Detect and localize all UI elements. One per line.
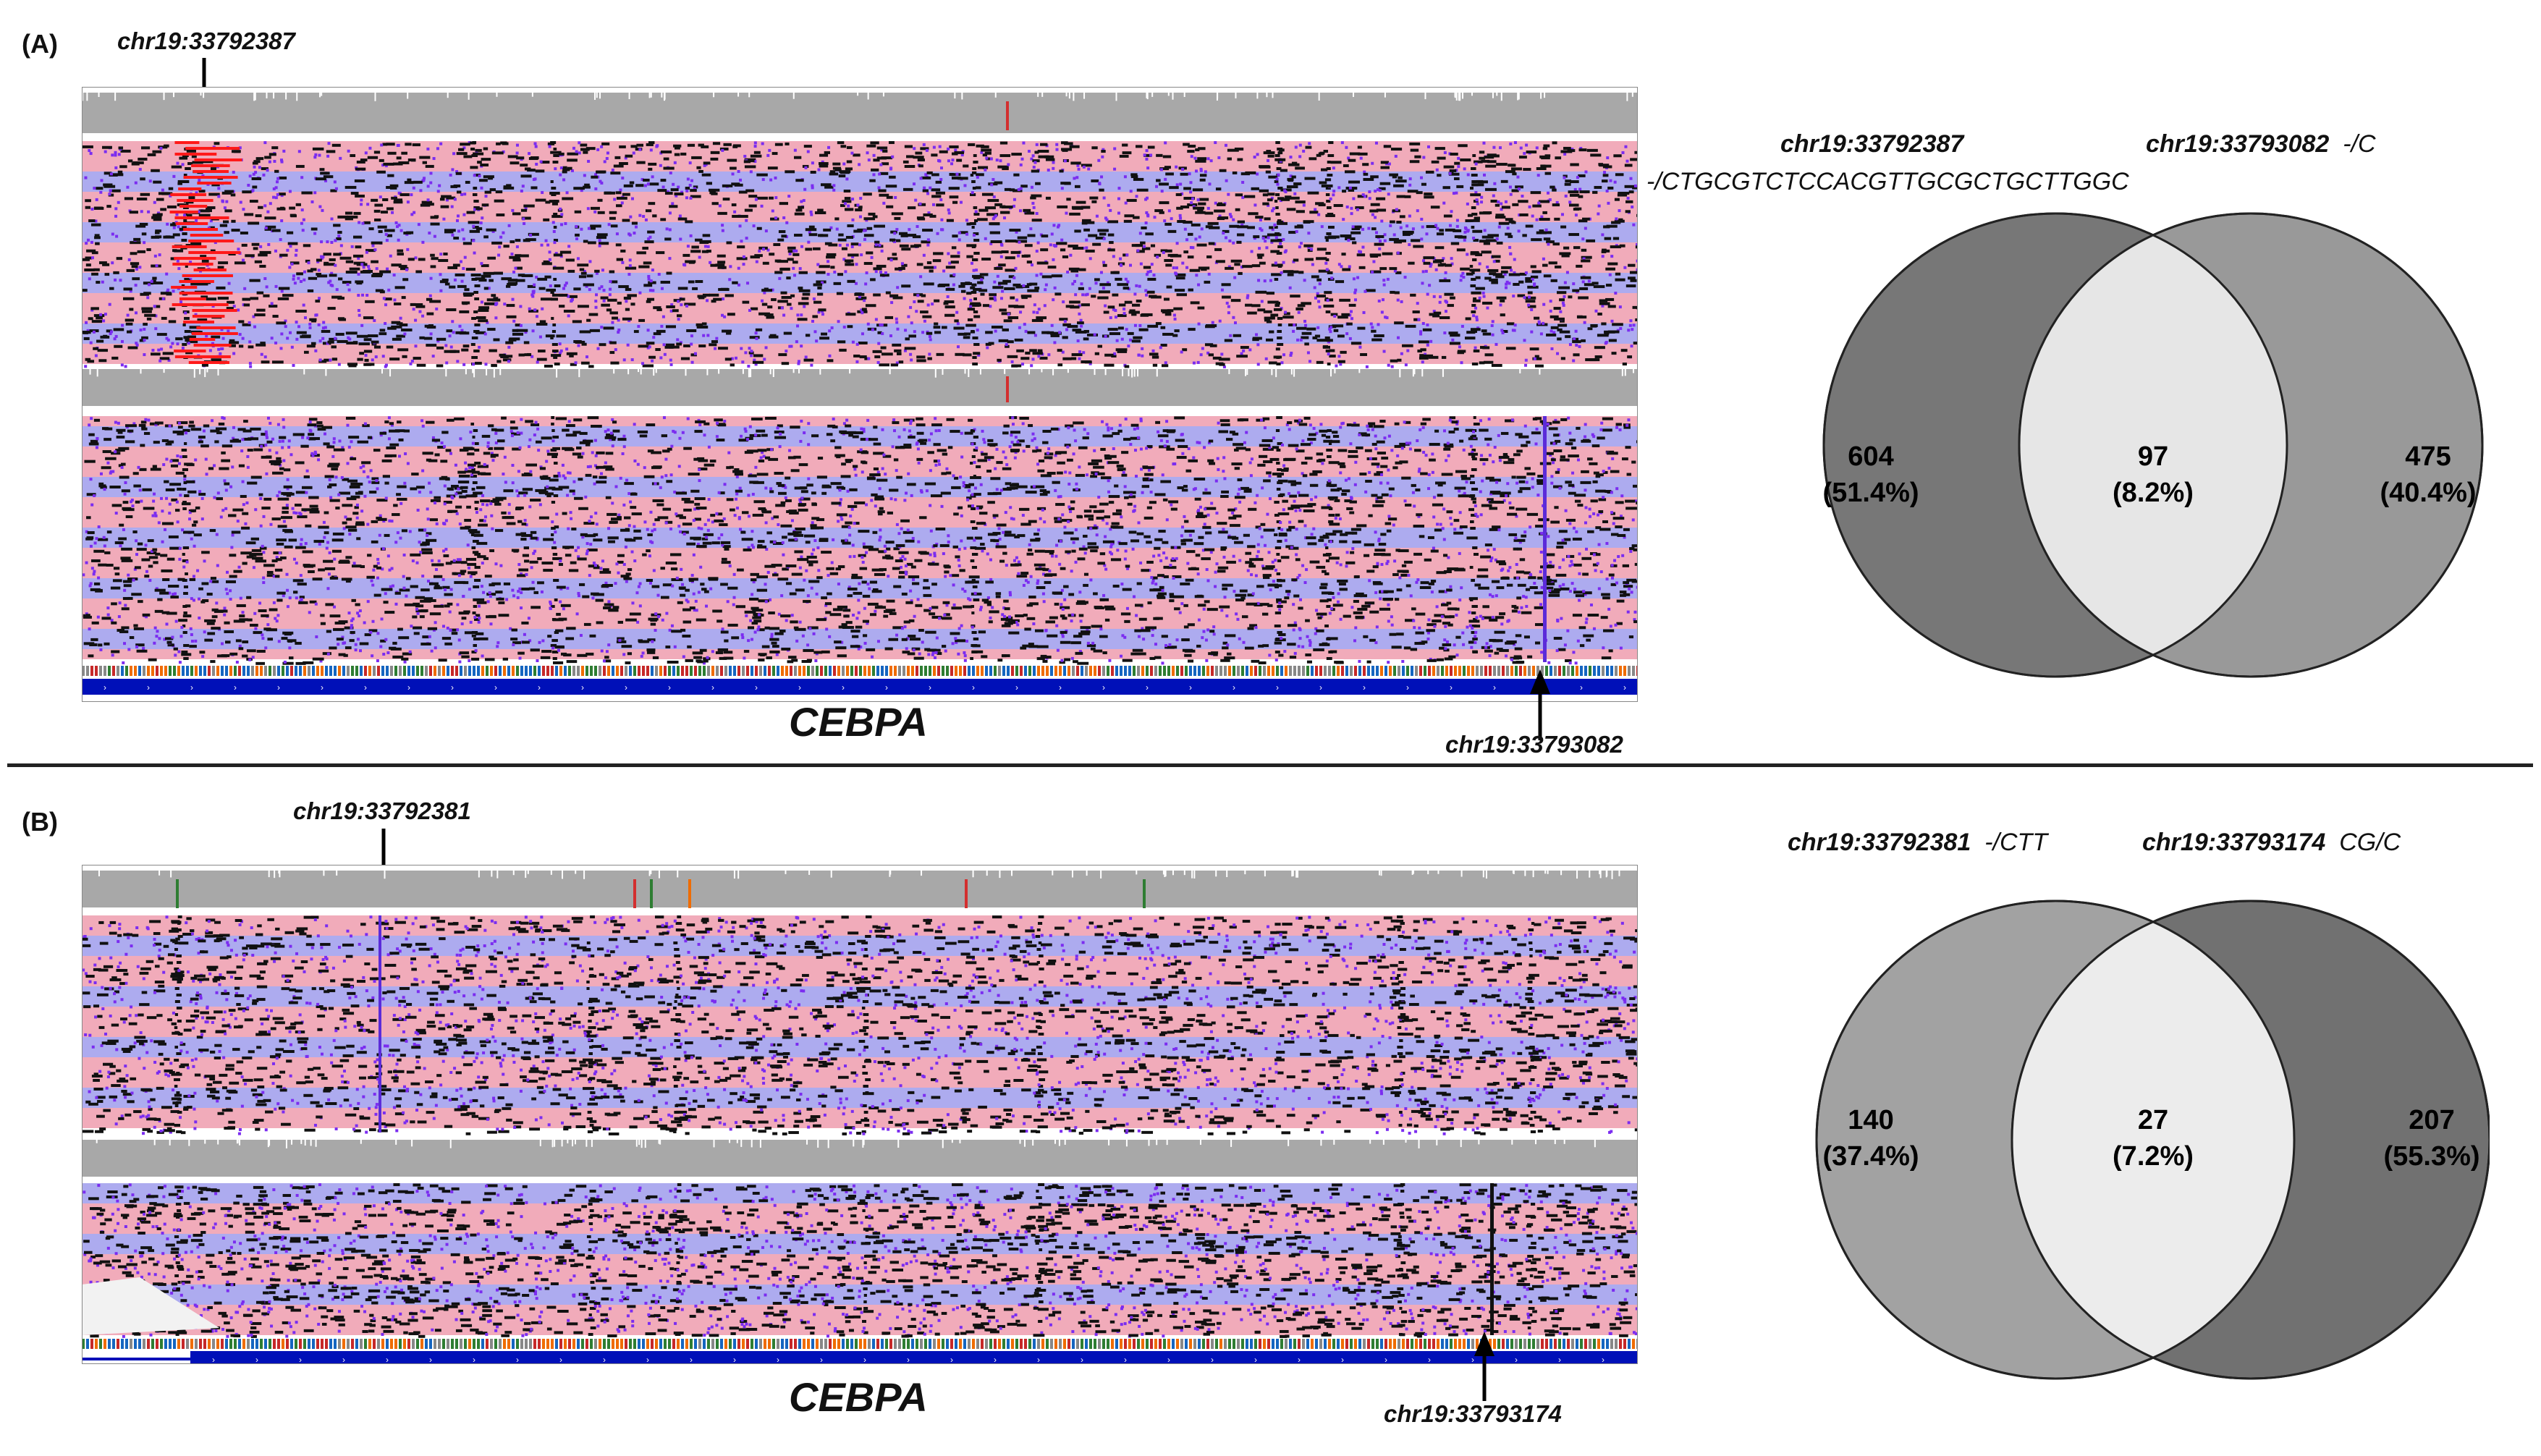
panel-b-venn-left-header: chr19:33792381 -/CTT: [1788, 829, 2047, 857]
panel-a-venn-diagram: 604 (51.4%) 97 (8.2%) 475 (40.4%): [1822, 212, 2484, 678]
panel-b-bottom-arrow: [1474, 1332, 1494, 1401]
panel-a-alignment-track: ››››››››››››››››››››››››››››››››››››: [81, 86, 1648, 703]
panel-b-gene-label: CEBPA: [789, 1374, 928, 1420]
panel-a-venn-overlap: [2019, 213, 2287, 677]
panel-b-label: (B): [22, 807, 58, 837]
panel-a-igv-view: ››››››››››››››››››››››››››››››››››››: [81, 86, 1648, 703]
panel-b-venn-overlap-percent: (7.2%): [2113, 1141, 2194, 1172]
panel-a-venn-overlap-count: 97: [2138, 441, 2168, 472]
panel-a-venn-left-percent: (51.4%): [1822, 478, 1919, 508]
panel-a-top-marker-label: chr19:33792387: [117, 27, 295, 54]
panel-a-venn-left-mutation-row: -/CTGCGTCTCCACGTTGCGCTGCTTGGC: [1646, 168, 2129, 196]
panel-b-venn-right-header: chr19:33793174 CG/C: [2142, 829, 2401, 857]
panel-a-venn-left-header: chr19:33792387: [1780, 130, 1963, 158]
panel-a-label: (A): [22, 29, 58, 59]
panel-b-venn-right-count: 207: [2409, 1105, 2454, 1135]
panel-a-venn-right-percent: (40.4%): [2380, 478, 2476, 508]
panel-a-bottom-marker-label: chr19:33793082: [1445, 731, 1623, 758]
panel-b-venn-left-mutation: -/CTT: [1984, 829, 2048, 856]
panel-b-venn-overlap-count: 27: [2138, 1105, 2168, 1135]
panel-b-venn-right-percent: (55.3%): [2383, 1141, 2479, 1172]
panel-b-alignment-track: › › › › › › › › › › › › › › › › › › › › › › › › › › › › › › › › ›: [81, 864, 1646, 1367]
panel-a-venn-right-locus: chr19:33793082: [2146, 130, 2330, 158]
panel-b-venn-overlap: [2012, 901, 2294, 1379]
panel-a-venn-left-count: 604: [1848, 441, 1893, 472]
panel-a-venn-overlap-percent: (8.2%): [2113, 478, 2194, 508]
panel-a-gene-label: CEBPA: [789, 699, 928, 745]
panel-a-venn-right-header: chr19:33793082 -/C: [2146, 130, 2376, 158]
panel-b-top-marker-label: chr19:33792381: [293, 797, 471, 824]
panel-a-venn-left-locus: chr19:33792387: [1780, 130, 1964, 158]
panel-b-venn-right-locus: chr19:33793174: [2142, 829, 2326, 856]
panel-b-venn-left-count: 140: [1848, 1105, 1893, 1135]
panel-a-venn-right-count: 475: [2405, 441, 2451, 472]
panel-divider: [7, 763, 2533, 767]
panel-b-venn-diagram: 140 (37.4%) 27 (7.2%) 207 (55.3%): [1815, 900, 2490, 1380]
panel-b-venn-left-percent: (37.4%): [1822, 1141, 1919, 1172]
panel-a-venn-left-mutation: -/CTGCGTCTCCACGTTGCGCTGCTTGGC: [1646, 168, 2129, 195]
panel-a-bottom-arrow: [1530, 669, 1550, 740]
panel-a-venn-right-mutation: -/C: [2343, 130, 2376, 158]
panel-b-bottom-marker-label: chr19:33793174: [1384, 1400, 1562, 1427]
panel-b-venn-left-locus: chr19:33792381: [1788, 829, 1971, 856]
panel-b-venn-right-mutation: CG/C: [2339, 829, 2401, 856]
panel-b-igv-view: › › › › › › › › › › › › › › › › › › › › › › › › › › › › › › › › ›: [81, 864, 1646, 1367]
